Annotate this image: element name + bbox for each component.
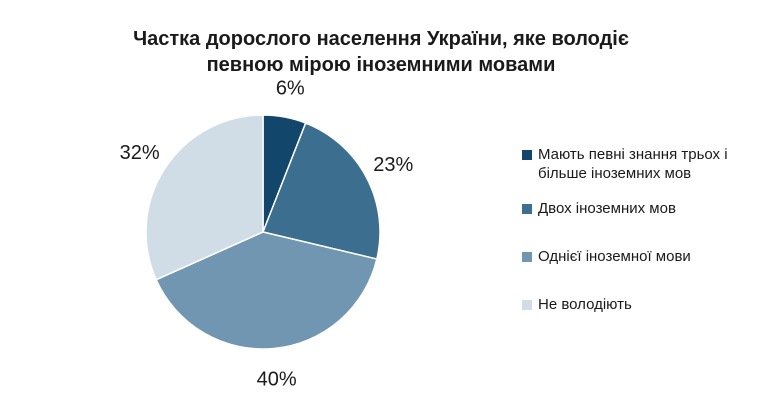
legend-swatch (522, 300, 532, 310)
legend-item-three-or-more: Мають певні знання трьох і більше інозем… (522, 145, 762, 183)
slice-two (261, 122, 381, 260)
legend-label: Однієї іноземної мови (538, 248, 691, 265)
legend-item-two: Двох іноземних мов (522, 199, 762, 218)
legend-swatch (522, 252, 532, 262)
legend-label: Не володіють (538, 296, 632, 313)
legend-swatch (522, 150, 532, 160)
value-label: 32% (120, 142, 160, 164)
pie-slices (145, 114, 381, 350)
chart-title: Частка дорослого населення України, яке … (60, 26, 702, 78)
value-label: 6% (276, 78, 305, 100)
legend-item-one: Однієї іноземної мови (522, 247, 762, 266)
pie-value-labels: 6% 23% 40% 32% (120, 78, 414, 391)
legend-swatch (522, 204, 532, 214)
legend-label: Мають певні знання трьох і більше інозем… (538, 146, 728, 182)
chart-title-line-1: Частка дорослого населення України, яке … (133, 28, 629, 50)
value-label: 23% (373, 154, 413, 176)
legend-item-none: Не володіють (522, 295, 762, 314)
legend: Мають певні знання трьох і більше інозем… (522, 145, 762, 314)
legend-label: Двох іноземних мов (538, 200, 676, 217)
chart-title-line-2: певною мірою іноземними мовами (206, 54, 556, 76)
slice-one (155, 231, 378, 350)
slice-none (145, 114, 264, 281)
value-label: 40% (257, 368, 297, 390)
